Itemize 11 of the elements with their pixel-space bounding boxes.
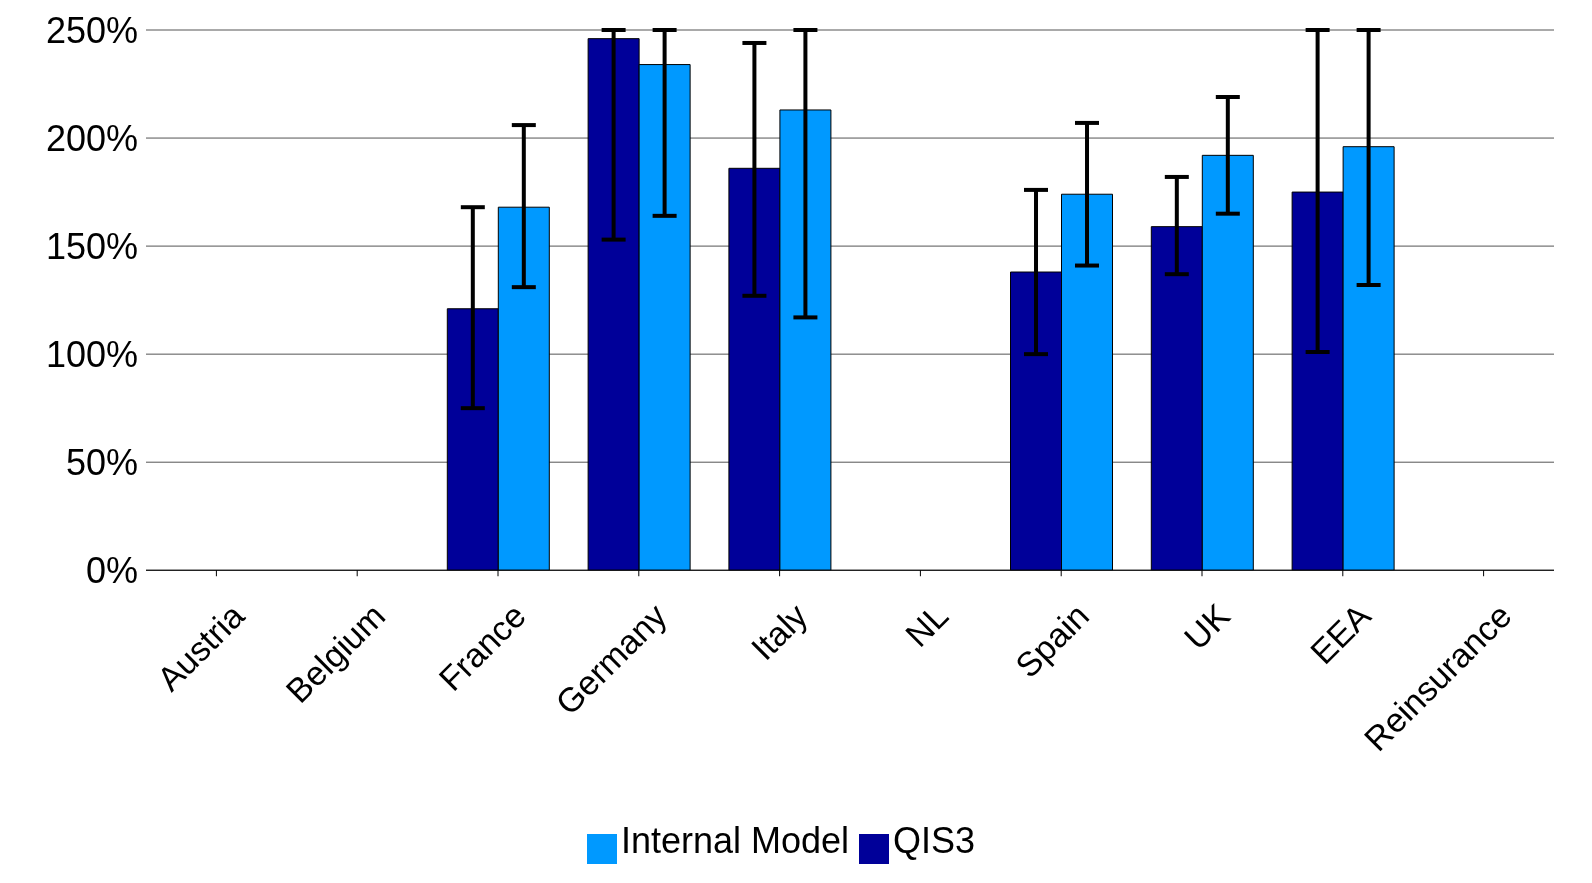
y-tick-label: 200% [45,117,138,159]
y-tick-label: 100% [45,333,138,375]
y-tick-label: 150% [45,225,138,267]
x-tick-label: Italy [743,596,815,668]
y-tick-label: 0% [85,550,138,592]
legend-label: Internal Model [620,820,850,862]
legend-label: QIS3 [893,820,976,862]
y-tick-label: 250% [45,9,138,51]
x-tick-label: NL [897,596,956,654]
x-tick-label: UK [1176,596,1238,657]
y-tick-label: 50% [65,441,138,483]
